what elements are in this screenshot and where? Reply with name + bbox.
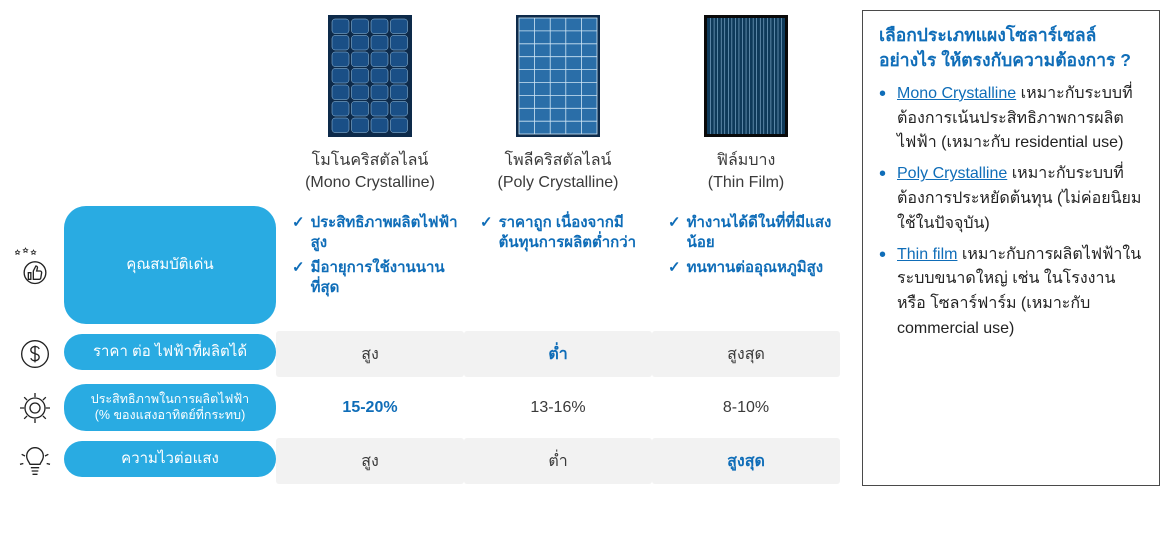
col-header-mono: โมโนคริสตัลไลน์ (Mono Crystalline)	[276, 144, 464, 203]
row-icon-efficiency	[6, 381, 64, 434]
sidebar-item: Thin film เหมาะกับการผลิตไฟฟ้าในระบบขนาด…	[879, 243, 1145, 342]
feature-text: ประสิทธิภาพผลิตไฟฟ้าสูง	[311, 213, 458, 254]
feature-bullet: ✓มีอายุการใช้งานนานที่สุด	[292, 258, 458, 299]
check-icon: ✓	[292, 213, 305, 254]
bulb-icon	[15, 441, 55, 481]
sidebar-link[interactable]: Thin film	[897, 246, 957, 263]
sensitivity-mono: สูง	[276, 438, 464, 484]
row-icon-features	[6, 203, 64, 329]
row-label-efficiency: ประสิทธิภาพในการผลิตไฟฟ้า (% ของแสงอาทิต…	[64, 381, 276, 434]
price-mono: สูง	[276, 331, 464, 377]
solar-panel-icon	[327, 14, 413, 138]
check-icon: ✓	[668, 213, 681, 254]
col-header-en: (Poly Crystalline)	[498, 172, 619, 194]
price-thin: สูงสุด	[652, 331, 840, 377]
sidebar-title: เลือกประเภทแผงโซลาร์เซลล์อย่างไร ให้ตรงก…	[879, 23, 1145, 74]
feature-bullet: ✓ราคาถูก เนื่องจากมีต้นทุนการผลิตต่ำกว่า	[480, 213, 646, 254]
features-poly: ✓ราคาถูก เนื่องจากมีต้นทุนการผลิตต่ำกว่า	[464, 203, 652, 329]
panel-image-thin	[652, 10, 840, 144]
price-poly: ต่ำ	[464, 331, 652, 377]
col-header-poly: โพลีคริสตัลไลน์ (Poly Crystalline)	[464, 144, 652, 203]
dollar-icon	[15, 334, 55, 374]
col-header-en: (Mono Crystalline)	[305, 172, 435, 194]
row-icon-sensitivity	[6, 438, 64, 484]
feature-text: ทำงานได้ดีในที่ที่มีแสงน้อย	[687, 213, 834, 254]
row-label-text: ประสิทธิภาพในการผลิตไฟฟ้า (% ของแสงอาทิต…	[91, 392, 249, 423]
features-mono: ✓ประสิทธิภาพผลิตไฟฟ้าสูง✓มีอายุการใช้งาน…	[276, 203, 464, 329]
col-header-th: ฟิล์มบาง	[717, 150, 776, 172]
row-label-text: ความไวต่อแสง	[121, 449, 219, 469]
row-label-sensitivity: ความไวต่อแสง	[64, 438, 276, 484]
infographic-root: โมโนคริสตัลไลน์ (Mono Crystalline) โพลีค…	[0, 0, 1166, 496]
row-label-text: ราคา ต่อ ไฟฟ้าที่ผลิตได้	[93, 342, 247, 362]
feature-text: ราคาถูก เนื่องจากมีต้นทุนการผลิตต่ำกว่า	[499, 213, 646, 254]
solar-panel-icon	[703, 14, 789, 138]
sensitivity-poly: ต่ำ	[464, 438, 652, 484]
thumbs-up-stars-icon	[15, 246, 55, 286]
sidebar-item: Mono Crystalline เหมาะกับระบบที่ต้องการเ…	[879, 82, 1145, 156]
sidebar-link[interactable]: Mono Crystalline	[897, 85, 1016, 102]
row-label-text: คุณสมบัติเด่น	[126, 255, 213, 275]
row-label-price: ราคา ต่อ ไฟฟ้าที่ผลิตได้	[64, 331, 276, 377]
sidebar-item: Poly Crystalline เหมาะกับระบบที่ต้องการป…	[879, 162, 1145, 236]
row-icon-price	[6, 331, 64, 377]
row-label-features: คุณสมบัติเด่น	[64, 203, 276, 329]
features-thin: ✓ทำงานได้ดีในที่ที่มีแสงน้อย✓ทนทานต่ออุณ…	[652, 203, 840, 329]
blank	[64, 144, 276, 203]
col-header-th: โมโนคริสตัลไลน์	[312, 150, 429, 172]
panel-image-poly	[464, 10, 652, 144]
col-header-th: โพลีคริสตัลไลน์	[505, 150, 612, 172]
check-icon: ✓	[480, 213, 493, 254]
efficiency-poly: 13-16%	[464, 381, 652, 434]
sensitivity-thin: สูงสุด	[652, 438, 840, 484]
blank-row-label	[64, 10, 276, 144]
sidebar-guidance: เลือกประเภทแผงโซลาร์เซลล์อย่างไร ให้ตรงก…	[862, 10, 1160, 486]
panel-image-mono	[276, 10, 464, 144]
check-icon: ✓	[668, 258, 681, 278]
feature-text: มีอายุการใช้งานนานที่สุด	[311, 258, 458, 299]
feature-bullet: ✓ประสิทธิภาพผลิตไฟฟ้าสูง	[292, 213, 458, 254]
col-header-en: (Thin Film)	[708, 172, 784, 194]
solar-panel-icon	[515, 14, 601, 138]
col-header-thin: ฟิล์มบาง (Thin Film)	[652, 144, 840, 203]
feature-text: ทนทานต่ออุณหภูมิสูง	[687, 258, 824, 278]
gear-icon	[15, 388, 55, 428]
blank	[6, 144, 64, 203]
sidebar-link[interactable]: Poly Crystalline	[897, 165, 1007, 182]
feature-bullet: ✓ ทนทานต่ออุณหภูมิสูง	[668, 258, 834, 278]
efficiency-mono: 15-20%	[276, 381, 464, 434]
comparison-table: โมโนคริสตัลไลน์ (Mono Crystalline) โพลีค…	[6, 10, 852, 486]
efficiency-thin: 8-10%	[652, 381, 840, 434]
check-icon: ✓	[292, 258, 305, 299]
blank-corner	[6, 10, 64, 144]
sidebar-list: Mono Crystalline เหมาะกับระบบที่ต้องการเ…	[879, 82, 1145, 342]
feature-bullet: ✓ทำงานได้ดีในที่ที่มีแสงน้อย	[668, 213, 834, 254]
